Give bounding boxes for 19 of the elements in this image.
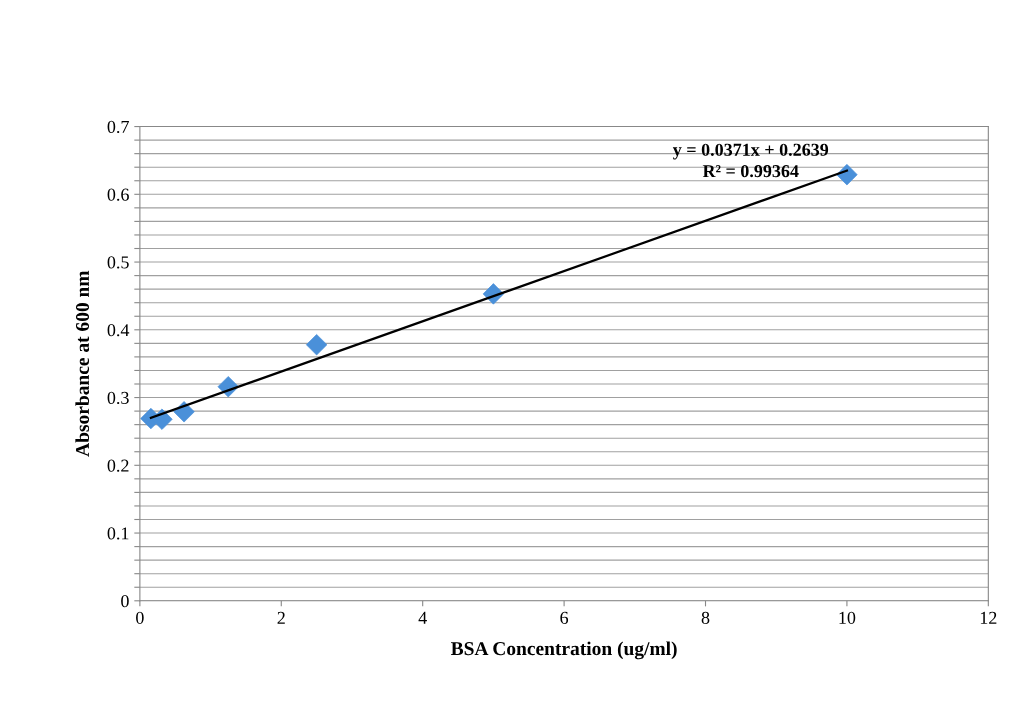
x-tick-label: 10 (839, 611, 856, 624)
y-tick-label: 0.4 (107, 324, 130, 337)
x-tick-label: 8 (701, 611, 710, 624)
y-tick-label: 0.7 (107, 120, 129, 134)
x-tick-label: 6 (560, 611, 569, 624)
y-tick-label: 0.3 (107, 391, 129, 405)
y-tick-label: 0.5 (107, 256, 129, 269)
annotation: y = 0.0371x + 0.2639 (672, 143, 829, 160)
x-tick-label: 0 (136, 611, 144, 624)
x-tick-label: 4 (418, 611, 427, 624)
y-tick-label: 0 (121, 595, 129, 608)
y-tick-label: 0.6 (107, 188, 129, 201)
y-axis-title: Absorbance at 600 nm (75, 270, 90, 457)
x-tick-label: 12 (980, 611, 997, 624)
y-tick-label: 0.1 (107, 527, 129, 540)
x-axis-title: BSA Concentration (ug/ml) (451, 641, 677, 660)
annotation: R² = 0.99364 (702, 165, 799, 178)
y-tick-label: 0.2 (107, 459, 129, 472)
x-tick-label: 2 (277, 611, 285, 624)
